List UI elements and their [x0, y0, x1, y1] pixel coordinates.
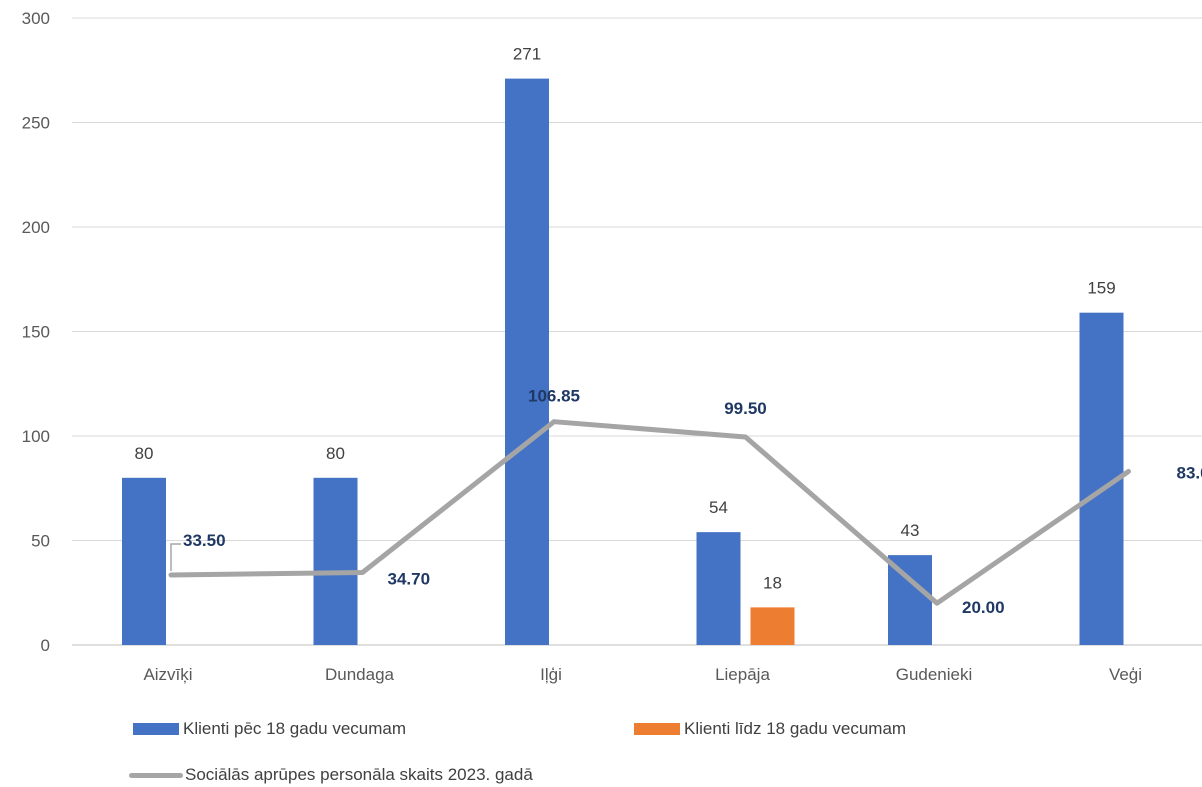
grid-lines: [72, 17, 1202, 646]
bar-data-label: 80: [135, 444, 154, 463]
legend-swatch-adult-clients: [133, 723, 179, 735]
bar-adult-clients: [696, 532, 741, 645]
bar-data-label: 54: [709, 498, 728, 517]
bar-data-label: 159: [1087, 279, 1115, 298]
bar-data-label: 43: [901, 521, 920, 540]
legend-label-minor-clients: Klienti līdz 18 gadu vecumam: [684, 719, 907, 738]
line-data-label: 34.70: [388, 569, 431, 588]
bar-minor-clients: [750, 607, 795, 645]
leader-line: [170, 543, 181, 571]
bar-adult-clients: [505, 78, 549, 646]
x-tick-label: Dundaga: [325, 665, 395, 684]
y-tick-label: 250: [22, 114, 50, 133]
legend-label-staff-count: Sociālās aprūpes personāla skaits 2023. …: [185, 765, 533, 784]
x-tick-label: Gudenieki: [896, 665, 973, 684]
legend-swatch-minor-clients: [634, 723, 680, 735]
legend-label-adult-clients: Klienti pēc 18 gadu vecumam: [183, 719, 407, 738]
x-tick-label: Aizvīķi: [143, 665, 192, 684]
legend-item-adult-clients: Klienti pēc 18 gadu vecumam: [133, 719, 406, 739]
data-labels: 80 80 271 54 43 159 18 33.50 34.70 106.85 99.50 20.…: [135, 45, 1202, 618]
y-tick-label: 50: [31, 532, 50, 551]
staff-line: [168, 419, 1131, 606]
x-tick-label: Veģi: [1109, 665, 1142, 684]
staff-line-series: [168, 419, 1131, 606]
line-data-label: 33.50: [183, 531, 226, 550]
y-axis: 0 50 100 150 200 250 300: [22, 9, 50, 655]
x-tick-label: Liepāja: [715, 665, 770, 684]
bar-data-label: 80: [326, 444, 345, 463]
x-axis: Aizvīķi Dundaga Iļģi Liepāja Gudenieki Veģi: [143, 665, 1142, 684]
bar-adult-clients: [122, 477, 166, 645]
y-tick-label: 300: [22, 9, 50, 28]
x-tick-label: Iļģi: [540, 665, 562, 684]
line-data-label: 106.85: [528, 387, 580, 406]
y-tick-label: 0: [41, 636, 50, 655]
line-data-label: 99.50: [724, 399, 767, 418]
legend-item-staff-count: Sociālās aprūpes personāla skaits 2023. …: [129, 765, 533, 785]
y-tick-label: 150: [22, 323, 50, 342]
bars: [122, 78, 1124, 646]
line-data-label: 20.00: [962, 598, 1005, 617]
bar-data-label: 271: [513, 45, 541, 64]
legend-swatch-staff-count: [129, 772, 183, 778]
line-data-label: 83.05: [1177, 463, 1202, 482]
y-tick-label: 100: [22, 427, 50, 446]
y-tick-label: 200: [22, 218, 50, 237]
bar-data-label: 18: [763, 573, 782, 592]
legend-item-minor-clients: Klienti līdz 18 gadu vecumam: [634, 719, 906, 739]
bar-adult-clients: [313, 477, 358, 645]
